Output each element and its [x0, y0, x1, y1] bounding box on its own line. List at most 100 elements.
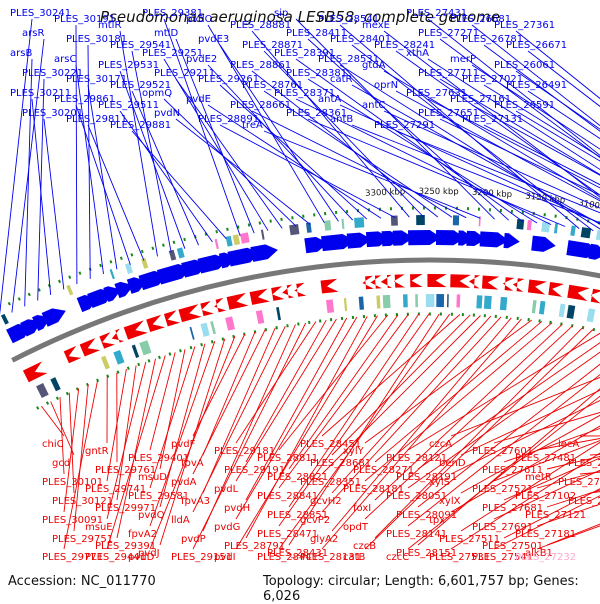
outer-annotation-block — [306, 222, 312, 232]
feature-label: PLES_28811 — [257, 453, 318, 464]
inner-annotation-block — [256, 310, 265, 324]
inner-annotation-block — [500, 297, 507, 310]
inner-annotation-block — [436, 294, 444, 307]
feature-label: fpvA2 — [128, 529, 157, 540]
outer-annotation-block — [233, 234, 240, 245]
feature-label: gcd — [52, 458, 70, 469]
inner-annotation-block — [403, 294, 408, 307]
reverse-gene-arrow — [99, 332, 114, 348]
outer-annotation-block — [581, 227, 592, 238]
inner-annotation-block — [101, 356, 110, 370]
feature-label: PLES_27121 — [525, 510, 586, 521]
feature-label: opmQ — [142, 88, 172, 99]
outer-annotation-block — [289, 224, 299, 235]
feature-label: PLES_28861 — [230, 60, 291, 71]
inner-annotation-block — [476, 295, 482, 308]
feature-label: PLES_26671 — [506, 40, 567, 51]
inner-annotation-block — [200, 323, 209, 337]
inner-annotation-block — [132, 345, 139, 358]
reverse-gene-arrow — [178, 304, 201, 322]
accession-text: Accession: NC_011770 — [8, 574, 156, 589]
reverse-gene-arrow — [503, 277, 515, 291]
inner-annotation-block — [532, 300, 537, 313]
inner-annotation-block — [276, 307, 281, 320]
reverse-gene-arrow — [591, 289, 600, 304]
reverse-gene-arrow — [80, 338, 101, 356]
feature-label: mtlD — [154, 28, 178, 39]
label-leader-line — [384, 31, 600, 246]
outer-annotation-block — [341, 219, 344, 229]
feature-label: PLES_29511 — [98, 100, 159, 111]
feature-label: pvdE3 — [198, 34, 229, 45]
outer-annotation-block — [554, 223, 558, 233]
feature-label: pvdL — [214, 484, 239, 495]
label-leader-line — [88, 125, 144, 261]
feature-label: PLES_28471 — [257, 529, 318, 540]
feature-label: czcB — [353, 541, 376, 552]
feature-label: fpvA3 — [181, 496, 210, 507]
inner-annotation-block — [359, 297, 364, 310]
inner-annotation-block — [225, 316, 235, 330]
feature-label: treA — [242, 120, 263, 131]
label-leader-line — [236, 317, 357, 519]
feature-label: sip — [274, 8, 288, 19]
feature-label: mtlR — [98, 20, 121, 31]
feature-label: tpx — [429, 515, 445, 526]
feature-label: gtdA — [362, 60, 386, 71]
label-leader-line — [236, 322, 316, 444]
feature-label: gcvP2 — [300, 515, 330, 526]
reverse-gene-arrow — [482, 276, 499, 290]
feature-label: xylX — [439, 496, 461, 507]
feature-label: pvdI — [214, 552, 236, 563]
outer-annotation-block — [570, 225, 576, 236]
feature-label: lecA — [558, 439, 579, 450]
feature-label: pvdH — [224, 503, 250, 514]
reverse-gene-arrow — [370, 275, 381, 288]
feature-label: pvdG — [214, 522, 240, 533]
feature-label: gntR — [85, 446, 109, 457]
feature-label: pvdA — [171, 477, 197, 488]
outer-annotation-block — [516, 219, 524, 230]
feature-label: PLES_27361 — [494, 20, 555, 31]
label-leader-line — [516, 71, 600, 354]
feature-label: PLES_27421 — [568, 496, 600, 507]
feature-label: xylS — [429, 477, 450, 488]
forward-gene-arrow — [503, 233, 519, 248]
outer-annotation-block — [125, 263, 133, 274]
outer-annotation-block — [177, 247, 185, 258]
feature-label: pvdQ — [138, 510, 165, 521]
feature-label: pvdF — [171, 439, 196, 450]
feature-label: gcvH2 — [310, 496, 342, 507]
feature-label: arsR — [22, 28, 44, 39]
feature-label: PLES_26061 — [494, 60, 555, 71]
feature-label: catR — [330, 74, 353, 85]
inner-tick-ring — [37, 314, 600, 454]
feature-label: PLES_29531 — [98, 60, 159, 71]
reverse-gene-arrow — [64, 346, 82, 363]
reverse-gene-arrow — [271, 286, 284, 301]
feature-label: pvdP — [181, 534, 206, 545]
feature-label: PLES_26491 — [506, 80, 567, 91]
feature-label: PLES_28841 — [257, 491, 318, 502]
feature-label: czcC — [386, 552, 409, 563]
feature-label: PLES_29401 — [128, 453, 189, 464]
outer-annotation-block — [261, 230, 265, 240]
inner-annotation-block — [139, 340, 151, 355]
feature-label: pvdD — [128, 552, 155, 563]
feature-label: antA — [318, 94, 341, 105]
feature-label: antC — [362, 100, 385, 111]
inner-annotation-block — [344, 298, 347, 311]
reverse-gene-arrow — [23, 361, 48, 382]
reverse-gene-arrow — [548, 282, 564, 297]
feature-label: PLES_28091 — [396, 510, 457, 521]
reverse-gene-arrow — [164, 310, 180, 326]
feature-label: PLES_27232 — [515, 552, 576, 563]
label-leader-line — [279, 315, 388, 450]
inner-annotation-block — [567, 305, 576, 319]
outer-annotation-block — [354, 217, 364, 228]
feature-label: msuE — [85, 522, 113, 533]
reverse-gene-arrow — [214, 298, 226, 312]
feature-label: msuD — [138, 472, 167, 483]
outer-annotation-block — [1, 314, 9, 325]
label-leader-line — [160, 349, 185, 469]
